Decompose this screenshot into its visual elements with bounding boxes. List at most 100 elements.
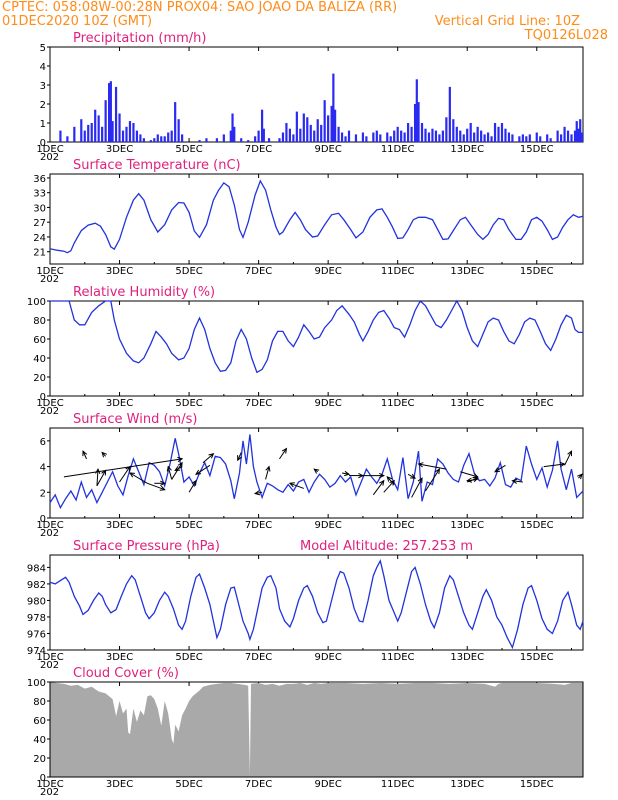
precip-bar [104,100,107,142]
pressure-xtick-label: 3DEC [106,652,133,663]
precip-bar [278,138,281,142]
wind-arrow [512,480,523,483]
precip-bar [109,81,112,142]
precip-bar [313,130,316,142]
wind-arrow [195,464,211,475]
cloud-ytick-label: 20 [33,754,46,765]
precip-bar [570,134,573,142]
humidity-xtick-label: 13DEC [450,398,484,409]
precip-bar [415,79,418,142]
wind-year-label: 202 [40,528,59,539]
precip-bar [163,136,166,142]
wind-arrow [407,473,416,479]
precip-bar [177,119,180,142]
pressure-ytick-label: 982 [27,580,46,591]
temp-xtick-label: 9DEC [314,266,341,277]
wind-arrow-head [254,490,261,496]
precip-bar [347,130,351,142]
precip-bar [118,113,121,142]
wind-ytick-label: 6 [40,437,46,448]
wind-arrow [411,477,423,498]
precip-bar [306,117,309,142]
wind-arrow-head [434,468,441,475]
precip-bar [309,124,312,142]
cloud-ytick-label: 40 [33,735,46,746]
precip-bar [101,126,104,142]
pressure-panel [47,554,584,651]
precip-bar [156,134,159,142]
precip-bar [354,134,358,142]
precip-bar [59,130,62,142]
precip-bar [563,126,566,142]
precip-bar [231,113,234,142]
precip-bar [448,86,451,142]
wind-arrow [237,452,242,461]
cloud-xtick-label: 11DEC [381,779,415,790]
wind-title: Surface Wind (m/s) [73,412,197,427]
wind-arrow-head [386,476,393,482]
cloud-xtick-label: 5DEC [175,779,202,790]
precip-bar [132,123,135,142]
precip-bar [281,132,285,142]
precip-bar [149,140,152,142]
humidity-panel [47,299,584,397]
wind-arrow [265,466,270,480]
precip-bar [575,121,578,142]
cloud-frame-overlay [49,681,584,778]
precip-ytick-label: 0 [40,138,46,149]
precip-bar [556,130,559,142]
wind-arrow [188,480,197,493]
precip-bar [181,134,184,142]
wind-ytick-label: 0 [40,514,46,525]
humidity-ytick-label: 40 [33,354,46,365]
precip-bar [413,104,417,142]
precip-bar [393,130,396,142]
precip-bar [438,134,441,142]
precip-bar [375,130,378,142]
precip-bar [580,132,584,142]
cloud-xtick-label: 3DEC [106,779,133,790]
precip-xtick-label: 15DEC [520,144,554,155]
precip-xtick-label: 5DEC [175,144,202,155]
wind-arrow-head [166,465,172,472]
precip-bar [431,128,434,142]
precip-bar [521,134,524,142]
precip-ytick-label: 4 [40,62,46,73]
wind-arrow-head [265,465,271,472]
precip-bar [427,132,431,142]
wind-arrow [341,472,350,475]
wind-arrow-head [174,466,181,471]
wind-arrow [386,476,395,485]
wind-ytick-label: 4 [40,463,46,474]
wind-xtick-label: 15DEC [520,520,554,531]
precip-bar [316,119,319,142]
wind-arrow-head [410,473,417,479]
precip-bar [424,128,427,142]
precip-xtick-label: 13DEC [450,144,484,155]
precip-xtick-label: 3DEC [106,144,133,155]
temp-ytick-label: 30 [33,203,46,214]
cloud-xtick-label: 1DEC [36,779,63,790]
humidity-ytick-label: 0 [40,392,46,403]
precip-bar [441,130,444,142]
precip-xtick-label: 7DEC [245,144,272,155]
precip-bar [142,138,145,142]
temp-line [49,179,584,254]
precip-bar [497,126,500,142]
wind-arrow [467,478,478,482]
precip-bar [125,126,128,142]
precip-bar [292,134,295,142]
wind-arrow-head [195,469,202,475]
precip-bar [135,130,139,142]
precip-ytick-label: 3 [40,81,46,92]
wind-arrow [82,450,87,460]
wind-arrow-head [288,482,295,488]
precip-bar [372,132,375,142]
humidity-xtick-label: 1DEC [36,398,63,409]
precip-bar [337,126,340,142]
humidity-title: Relative Humidity (%) [73,285,215,300]
wind-arrow [96,469,99,486]
precip-bar [410,126,413,142]
wind-arrow-head [313,468,320,474]
